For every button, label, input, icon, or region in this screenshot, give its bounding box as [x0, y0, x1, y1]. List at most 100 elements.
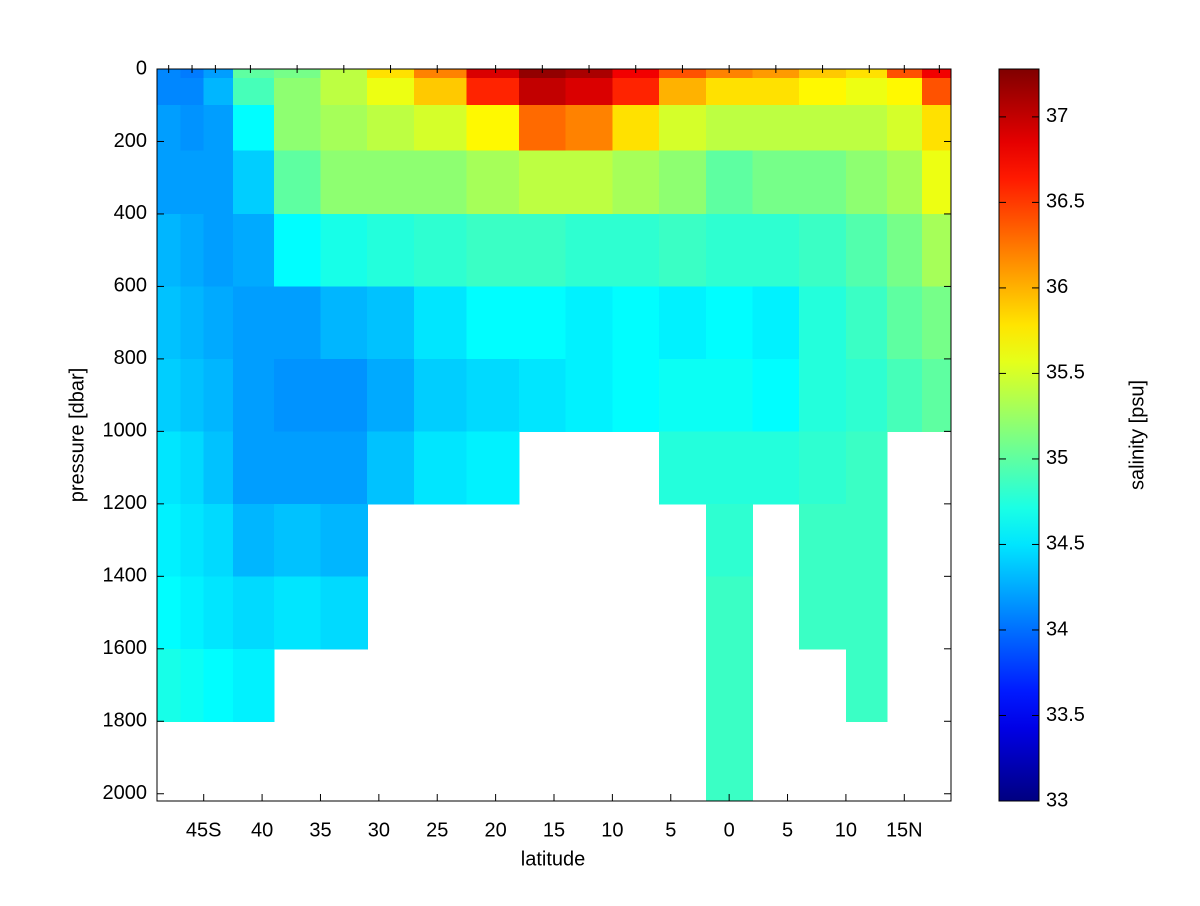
salinity-cell [180, 150, 205, 215]
salinity-cell [705, 648, 754, 722]
salinity-cell [232, 648, 275, 722]
salinity-cell [921, 150, 952, 215]
salinity-cell [845, 648, 888, 722]
salinity-cell [612, 286, 660, 360]
salinity-cell [466, 105, 520, 152]
salinity-cell [565, 69, 613, 79]
salinity-cell [565, 213, 613, 288]
salinity-cell [367, 150, 415, 215]
salinity-cell [921, 358, 952, 432]
salinity-cell [273, 431, 322, 505]
salinity-cell [466, 358, 520, 432]
salinity-cell [273, 150, 322, 215]
y-tick-label: 200 [114, 130, 147, 152]
salinity-cell [232, 78, 275, 106]
salinity-cell [367, 431, 415, 505]
colorbar-tick-label: 33 [1046, 789, 1068, 811]
salinity-cell [232, 576, 275, 650]
salinity-cell [659, 105, 707, 152]
salinity-cell [466, 78, 520, 106]
salinity-cell [180, 105, 205, 152]
salinity-cell [203, 150, 234, 215]
salinity-cell [273, 78, 322, 106]
salinity-cell [367, 213, 415, 288]
salinity-cell [518, 286, 567, 360]
salinity-cell [518, 150, 567, 215]
x-axis-label: latitude [521, 848, 586, 870]
colorbar-label: salinity [psu] [1126, 380, 1148, 490]
salinity-cell [180, 576, 205, 650]
salinity-cell [799, 150, 847, 215]
salinity-cell [565, 150, 613, 215]
salinity-cell [367, 78, 415, 106]
salinity-cell [752, 358, 800, 432]
salinity-cell [799, 431, 847, 505]
salinity-cell [752, 105, 800, 152]
salinity-cell [157, 576, 181, 650]
salinity-cell [612, 358, 660, 432]
salinity-cell [203, 431, 234, 505]
x-tick-label: 5 [782, 819, 793, 841]
salinity-cell [845, 431, 888, 505]
salinity-cell [921, 105, 952, 152]
x-tick-label: 15 [543, 819, 565, 841]
salinity-cell [203, 648, 234, 722]
salinity-cell [232, 358, 275, 432]
salinity-cell [157, 286, 181, 360]
salinity-cell [705, 286, 754, 360]
salinity-cell [752, 150, 800, 215]
field [157, 69, 952, 802]
salinity-cell [157, 503, 181, 577]
salinity-cell [518, 69, 567, 79]
salinity-cell [180, 78, 205, 106]
x-tick-label: 10 [601, 819, 623, 841]
salinity-cell [659, 69, 707, 79]
salinity-cell [232, 69, 275, 79]
salinity-cell [180, 69, 205, 79]
salinity-cell [203, 69, 234, 79]
salinity-cell [367, 358, 415, 432]
salinity-cell [752, 286, 800, 360]
x-tick-label: 40 [251, 819, 273, 841]
salinity-cell [157, 358, 181, 432]
salinity-cell [203, 358, 234, 432]
salinity-cell [705, 213, 754, 288]
salinity-cell [845, 503, 888, 577]
salinity-cell [273, 69, 322, 79]
colorbar-tick-label: 35.5 [1046, 362, 1085, 384]
salinity-cell [705, 69, 754, 79]
salinity-cell [659, 150, 707, 215]
salinity-cell [273, 105, 322, 152]
salinity-cell [845, 78, 888, 106]
y-tick-label: 2000 [103, 782, 148, 804]
x-tick-label: 0 [724, 819, 735, 841]
salinity-cell [203, 105, 234, 152]
salinity-cell [320, 78, 368, 106]
salinity-cell [659, 286, 707, 360]
salinity-cell [799, 503, 847, 577]
salinity-cell [413, 213, 468, 288]
salinity-cell [320, 105, 368, 152]
salinity-cell [612, 213, 660, 288]
salinity-cell [705, 105, 754, 152]
salinity-cell [659, 431, 707, 505]
salinity-cell [886, 69, 923, 79]
salinity-cell [180, 431, 205, 505]
salinity-cell [413, 78, 468, 106]
salinity-cell [845, 105, 888, 152]
salinity-cell [799, 105, 847, 152]
colorbar-tick-label: 34.5 [1046, 533, 1085, 555]
salinity-cell [752, 431, 800, 505]
salinity-cell [232, 431, 275, 505]
salinity-cell [273, 213, 322, 288]
salinity-cell [320, 503, 368, 577]
salinity-cell [705, 78, 754, 106]
salinity-cell [203, 286, 234, 360]
salinity-cell [232, 286, 275, 360]
salinity-cell [320, 150, 368, 215]
salinity-cell [203, 78, 234, 106]
salinity-cell [565, 78, 613, 106]
salinity-cell [320, 286, 368, 360]
salinity-cell [413, 431, 468, 505]
